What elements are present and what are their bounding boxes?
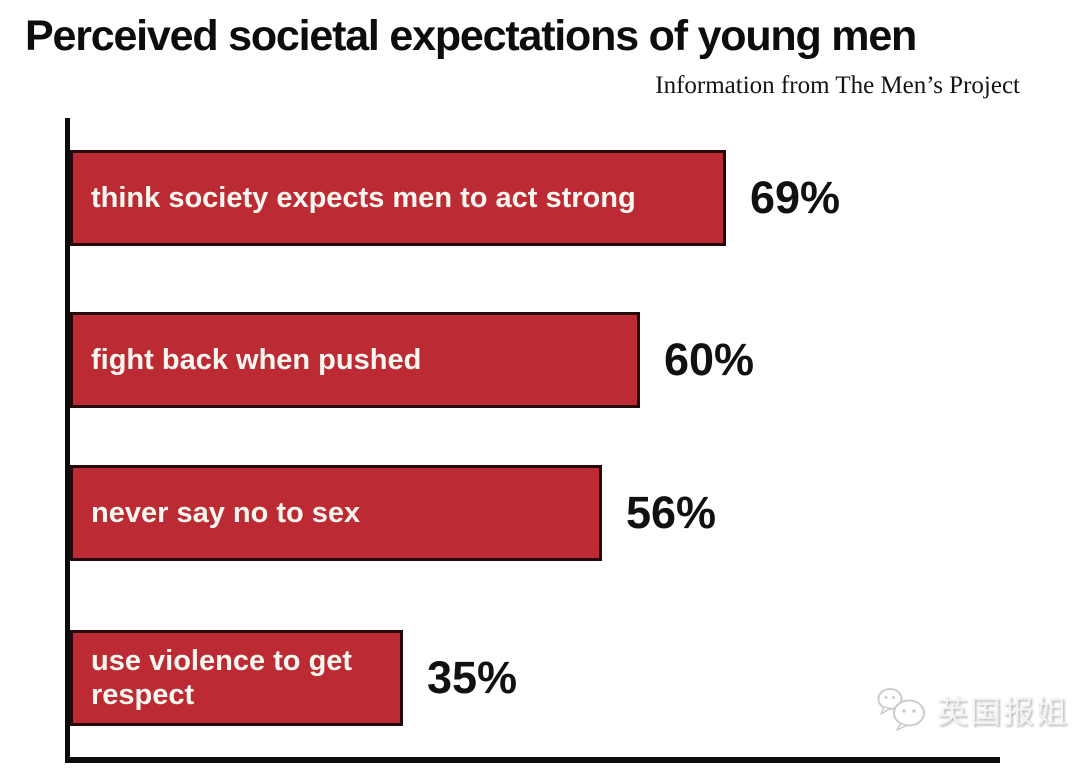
bar-value-label: 60%: [664, 334, 755, 385]
bar-value-label: 69%: [750, 172, 841, 223]
bar-row: think society expects men to act strong 6…: [70, 150, 1000, 246]
wechat-icon: [877, 688, 925, 731]
bar-row: fight back when pushed 60%: [70, 312, 1000, 408]
bar: think society expects men to act strong: [70, 150, 726, 246]
bar-value-label: 35%: [427, 652, 518, 703]
bar-value-label: 56%: [626, 487, 717, 538]
bar-category-label: use violence to get respect: [91, 644, 353, 711]
watermark: 英国报姐: [876, 686, 1069, 732]
bar-category-label: never say no to sex: [91, 496, 361, 529]
page-title: Perceived societal expectations of young…: [25, 12, 917, 60]
bar-chart: think society expects men to act strong 6…: [65, 118, 1000, 763]
plot-area: think society expects men to act strong 6…: [70, 118, 1000, 757]
bar: never say no to sex: [70, 465, 602, 561]
bar: fight back when pushed: [70, 312, 640, 408]
source-note: Information from The Men’s Project: [655, 72, 1020, 99]
watermark-text: 英国报姐: [937, 694, 1069, 730]
bar-row: never say no to sex 56%: [70, 465, 1000, 561]
bar: use violence to get respect: [70, 630, 403, 726]
bar-category-label: think society expects men to act strong: [91, 181, 636, 214]
bar-row: use violence to get respect 35%: [70, 630, 1000, 726]
bar-category-label: fight back when pushed: [91, 343, 422, 376]
